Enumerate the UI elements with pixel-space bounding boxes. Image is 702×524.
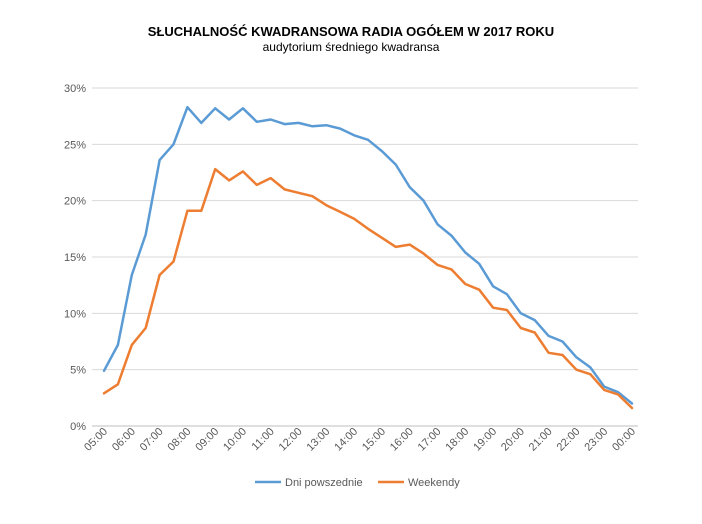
x-tick-label: 09:00: [193, 426, 221, 454]
chart-title-block: SŁUCHALNOŚĆ KWADRANSOWA RADIA OGÓŁEM W 2…: [0, 24, 702, 54]
chart-title: SŁUCHALNOŚĆ KWADRANSOWA RADIA OGÓŁEM W 2…: [147, 24, 555, 39]
series-line-weekendy: [102, 167, 634, 410]
y-tick-label: 25%: [64, 139, 86, 151]
x-tick-label: 10:00: [221, 426, 249, 454]
x-tick-label: 20:00: [499, 426, 527, 454]
y-tick-label: 0%: [70, 421, 86, 433]
x-tick-label: 19:00: [471, 426, 499, 454]
gridlines: [92, 87, 638, 427]
y-tick-label: 30%: [64, 83, 86, 95]
y-axis-ticks: 0% 5% 10% 15% 20% 25% 30%: [64, 83, 86, 433]
x-tick-label: 17:00: [416, 426, 444, 454]
x-tick-label: 15:00: [360, 426, 388, 454]
x-tick-label: 11:00: [249, 426, 276, 453]
x-tick-label: 08:00: [166, 426, 194, 454]
x-tick-label: 22:00: [555, 426, 583, 454]
x-tick-label: 06:00: [110, 426, 138, 454]
legend: Dni powszednie Weekendy: [255, 477, 460, 489]
x-tick-label: 07:00: [138, 426, 166, 454]
x-tick-label: 13:00: [304, 426, 332, 454]
y-tick-label: 10%: [64, 308, 86, 320]
x-tick-label: 00:00: [610, 426, 638, 454]
series-line-dni-powszednie: [102, 105, 634, 405]
legend-label-dni-powszednie: Dni powszednie: [285, 477, 363, 489]
x-tick-label: 05:00: [82, 426, 110, 454]
x-tick-label: 18:00: [443, 426, 471, 454]
x-tick-label: 23:00: [582, 426, 610, 454]
series-lines: [102, 105, 634, 410]
chart-subtitle: audytorium średniego kwadransa: [262, 40, 440, 54]
y-tick-label: 5%: [70, 365, 86, 377]
x-tick-label: 12:00: [277, 426, 305, 454]
x-tick-label: 21:00: [527, 426, 555, 454]
x-tick-label: 16:00: [388, 426, 416, 454]
legend-label-weekendy: Weekendy: [408, 477, 460, 489]
y-tick-label: 15%: [64, 252, 86, 264]
x-axis-ticks: 05:00 06:00 07:00 08:00 09:00 10:00 11:00 12:00…: [82, 426, 638, 454]
x-tick-label: 14:00: [332, 426, 360, 454]
y-tick-label: 20%: [64, 196, 86, 208]
